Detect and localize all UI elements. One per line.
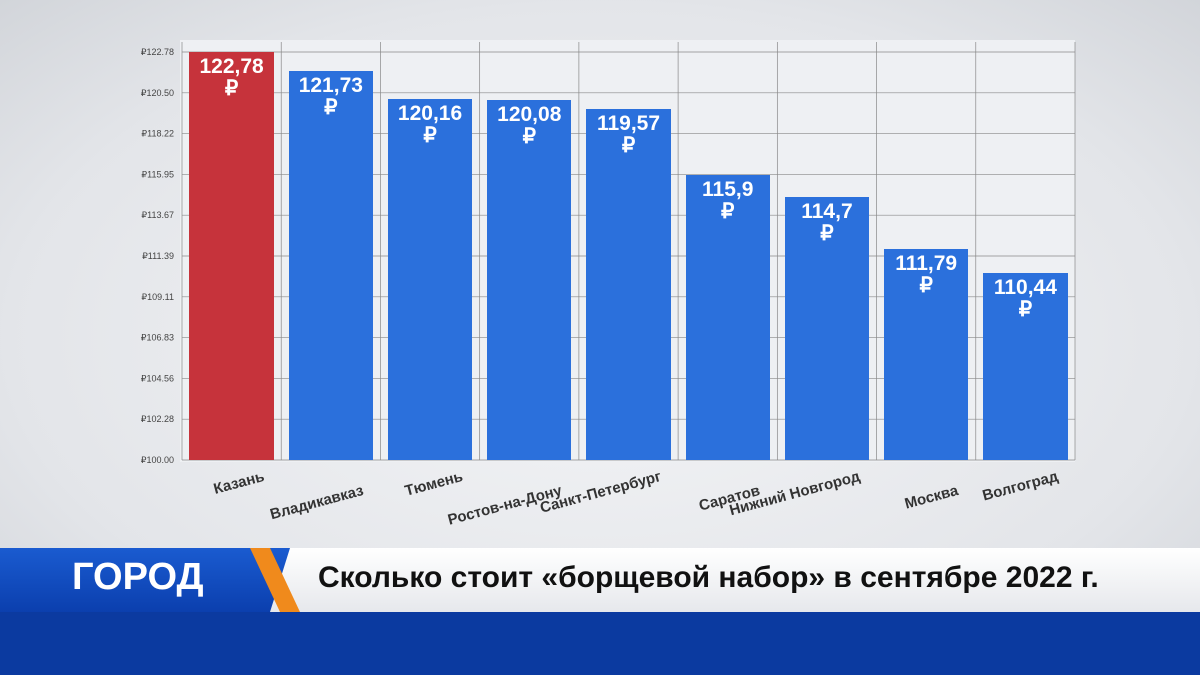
bar	[784, 196, 870, 460]
y-tick-label: ₽118.22	[141, 129, 174, 139]
bar	[685, 175, 770, 460]
bar	[288, 70, 373, 460]
y-tick-label: ₽120.50	[141, 88, 174, 98]
value-label: 122,78 ₽	[199, 55, 264, 100]
value-label: 119,57 ₽	[596, 112, 661, 158]
bar	[189, 52, 274, 460]
y-tick-label: ₽102.28	[141, 414, 174, 424]
bar	[883, 248, 969, 460]
value-label: 120,08 ₽	[497, 103, 562, 149]
value-label: 115,9 ₽	[702, 178, 754, 224]
y-tick-label: ₽113.67	[141, 210, 174, 220]
y-tick-label: ₽106.83	[141, 333, 174, 343]
y-tick-label: ₽122.78	[141, 47, 174, 57]
bar	[487, 100, 572, 460]
banner-bottom	[0, 612, 1200, 675]
y-tick-label: ₽115.95	[141, 169, 174, 179]
value-label: 110,44 ₽	[993, 276, 1057, 321]
chart-title: Сколько стоит «борщевой набор» в сентябр…	[318, 561, 1099, 594]
value-label: 114,7 ₽	[801, 199, 853, 245]
y-tick-label: ₽109.11	[141, 292, 174, 302]
bar	[586, 109, 671, 460]
y-tick-label: ₽104.56	[141, 373, 174, 383]
title-panel	[270, 548, 1200, 612]
bar	[983, 273, 1068, 460]
value-label: 121,73 ₽	[298, 73, 363, 119]
y-tick-label: ₽111.39	[142, 251, 174, 261]
value-label: 120,16 ₽	[397, 101, 463, 147]
bar	[387, 98, 473, 460]
banner-label: ГОРОД	[72, 556, 204, 598]
value-label: 111,79 ₽	[895, 251, 958, 297]
y-tick-label: ₽100.00	[141, 455, 174, 465]
